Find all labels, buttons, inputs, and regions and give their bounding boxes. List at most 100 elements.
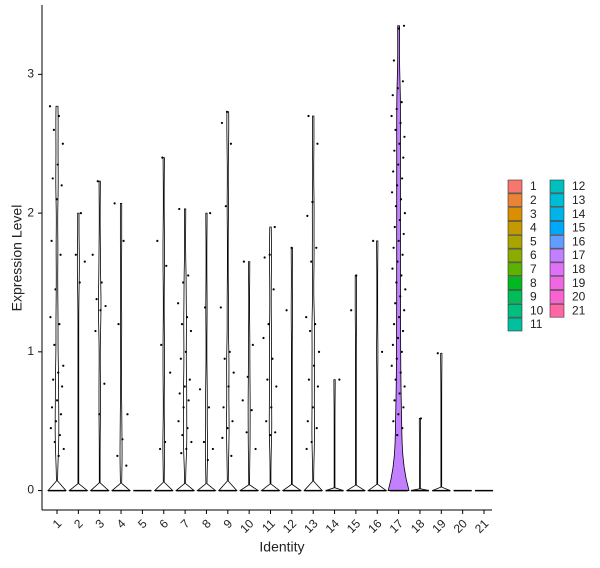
point [187,274,190,277]
point [156,239,159,242]
legend-label: 4 [530,221,537,235]
point [57,454,60,457]
legend-key [549,221,565,235]
point [126,413,129,416]
legend-label: 16 [572,234,586,248]
point [307,114,310,118]
legend-key [507,207,523,221]
point [290,246,293,249]
legend-label: 18 [572,262,586,276]
point [180,452,183,455]
point [222,406,225,409]
point [228,350,231,353]
legend-key [507,262,523,277]
legend-label: 13 [572,193,586,207]
point [50,239,53,242]
point [183,385,186,388]
point [198,388,202,391]
point [245,431,248,434]
point [54,288,57,291]
point [95,298,98,301]
point [187,399,190,402]
point [220,121,224,125]
point [224,205,227,208]
point [219,306,222,309]
x-tick-label: 7 [178,516,193,531]
x-tick-label: 9 [221,516,236,531]
x-tick-label: 3 [92,516,107,531]
point [50,406,54,409]
point [398,392,401,395]
x-tick-label: 4 [114,516,129,531]
point [394,205,398,208]
point [394,128,397,131]
point [268,253,271,256]
point [273,225,276,229]
point [392,246,395,249]
point [402,406,405,409]
x-tick-label: 15 [344,516,364,536]
point [227,385,230,388]
violin [238,261,260,491]
point [161,156,164,159]
point [392,420,395,423]
violin [260,226,281,491]
point [307,378,311,381]
point [263,256,266,259]
point [206,458,209,462]
point [305,447,308,451]
point [250,409,253,412]
violin [303,115,324,491]
legend-label: 8 [530,276,537,290]
point [269,433,272,437]
point [393,225,396,229]
x-tick-label: 11 [259,516,278,535]
point [271,357,274,360]
point [403,135,406,138]
point [402,24,406,27]
point [266,378,269,381]
point [209,212,212,215]
violin [196,212,217,491]
point [392,59,396,62]
violin [89,180,110,491]
legend-key [549,234,565,249]
point [275,385,278,388]
point [403,212,406,215]
legend-label: 9 [530,290,537,304]
x-tick-label: 6 [156,516,171,531]
x-tick-label: 1 [50,516,65,531]
point [403,309,406,312]
point [401,329,405,333]
point [399,198,403,201]
point [185,447,188,451]
point [395,357,398,360]
point [272,288,275,291]
point [395,107,398,111]
point [58,433,61,437]
point [396,336,400,340]
x-tick-label: 2 [71,516,86,531]
point [399,371,402,374]
point [314,322,317,326]
violin [47,105,67,491]
point [103,382,106,385]
x-tick-label: 21 [472,516,492,536]
x-tick-label: 16 [365,516,385,536]
point [262,336,265,340]
legend-label: 21 [572,303,586,317]
legend-key [507,179,523,194]
point [184,350,187,353]
point [62,364,65,367]
point [401,253,404,256]
legend-key [507,221,523,235]
point [317,350,321,353]
point [391,267,394,270]
point [121,438,124,441]
point [390,364,393,367]
point [96,180,99,183]
legend-label: 17 [572,248,586,262]
point [60,184,63,187]
point [53,440,56,444]
